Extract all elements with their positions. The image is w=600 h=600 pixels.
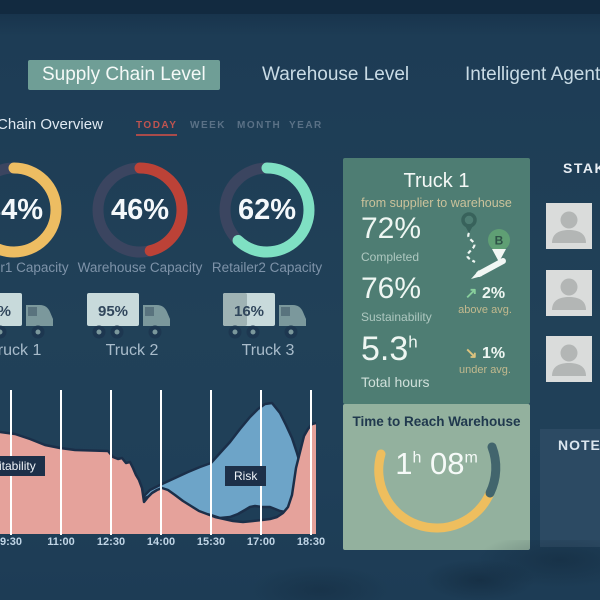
supplier-capacity-donut [0,162,62,258]
page-title: Supply Chain Overview [0,116,103,133]
person-icon [552,211,586,243]
x-tick: 14:00 [146,536,176,548]
person-icon [552,278,586,310]
notes-title: NOTES [558,437,600,453]
truck-detail-panel: Truck 1 from supplier to warehouse 72% C… [343,158,530,404]
svg-text:78%: 78% [0,303,11,320]
retailer-capacity-value: 62% [237,193,297,226]
x-tick: 12:30 [96,536,126,548]
gauge-value: 1h 08m [395,446,478,481]
truck-panel-subtitle: from supplier to warehouse [361,196,512,210]
total-hours-value: 5.3h [361,330,418,368]
person-icon [552,344,586,376]
profitability-risk-chart [0,390,317,535]
truck-2-icon: 95% [87,293,170,339]
up-arrow-icon: ↗ [464,285,478,302]
svg-text:B: B [495,234,504,248]
retailer-capacity-label: Retailer2 Capacity [211,260,323,275]
time-to-warehouse-panel: Time to Reach Warehouse 1h 08m [343,404,530,550]
x-tick: 11:00 [47,536,75,548]
down-arrow-icon: ↘ [464,345,478,362]
hours-delta: ↘ 1% under avg. [459,345,511,376]
profitability-label: Profitability [0,456,45,476]
completed-label: Completed [361,250,420,264]
sustainability-delta: ↗ 2% above avg. [458,285,512,316]
stakeholder-avatar[interactable] [546,203,592,249]
total-hours-label: Total hours [361,374,430,390]
truck-panel-title: Truck 1 [403,170,470,192]
top-bar [0,0,600,14]
truck-1-icon: 78% [0,293,53,339]
stakeholder-avatar[interactable] [546,270,592,316]
warehouse-capacity-donut [92,162,188,258]
profitability-outline [0,421,317,524]
filter-today[interactable]: TODAY [136,120,178,136]
supplier-capacity-label: Supplier1 Capacity [0,260,69,275]
x-tick: 15:30 [196,536,226,548]
chart-gridlines [10,390,312,535]
warehouse-capacity-value: 46% [110,193,170,226]
truck-3-icon: 16% [223,293,306,339]
route-icon: B [461,212,510,279]
filter-year[interactable]: YEAR [289,120,323,131]
supplier-capacity-value: 84% [0,193,44,226]
svg-text:16%: 16% [234,303,264,320]
time-gauge [374,442,501,533]
tab-supply-chain-level[interactable]: Supply Chain Level [28,60,220,90]
retailer-capacity-donut [219,162,315,258]
stakeholders-title: STAKEHOLDERS [563,160,600,176]
tab-warehouse-level[interactable]: Warehouse Level [262,64,410,85]
svg-text:95%: 95% [98,303,128,320]
x-tick: 18:30 [296,536,326,548]
truck-2-label: Truck 2 [105,342,159,359]
tab-intelligent-agent[interactable]: Intelligent Agent [465,64,600,85]
filter-month[interactable]: MONTH [237,120,282,131]
truck-3-label: Truck 3 [241,342,295,359]
stakeholder-avatar[interactable] [546,336,592,382]
notes-panel[interactable]: NOTES [540,429,600,547]
risk-label: Risk [225,466,267,486]
sustainability-value: 76% [361,272,422,305]
truck-1-label: Truck 1 [0,342,42,359]
filter-week[interactable]: WEEK [190,120,226,131]
x-tick: 17:00 [246,536,276,548]
gauge-title: Time to Reach Warehouse [352,414,521,429]
x-tick: 9:30 [0,536,23,548]
sustainability-label: Sustainability [361,310,432,324]
warehouse-capacity-label: Warehouse Capacity [77,260,203,275]
completed-value: 72% [361,212,422,245]
